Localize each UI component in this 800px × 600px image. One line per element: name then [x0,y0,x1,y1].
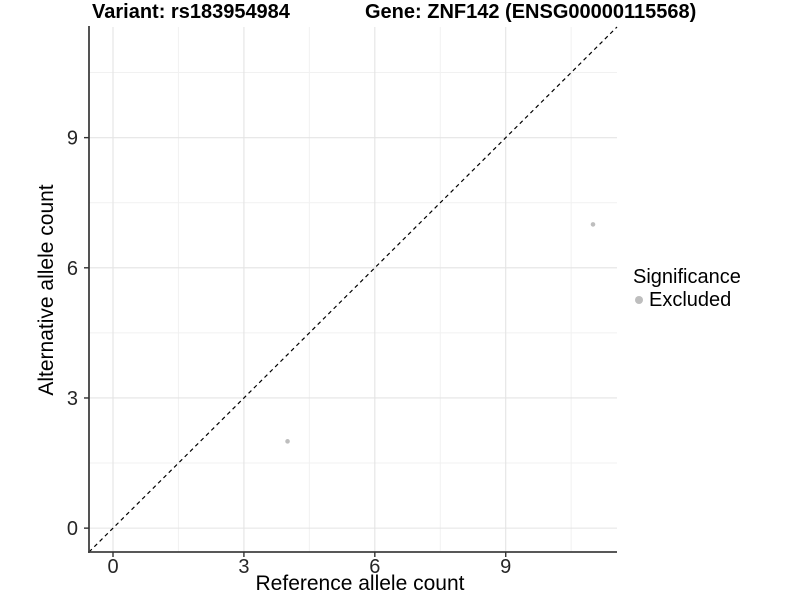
y-tick-label: 3 [67,388,78,410]
legend-title: Significance [633,266,741,288]
legend-entry-excluded: Excluded [633,289,741,311]
y-axis-title: Alternative allele count [35,184,58,396]
x-tick-label: 3 [238,556,249,578]
legend: Significance Excluded [633,266,741,311]
y-tick-labels: 0 3 6 9 [67,128,78,540]
axis-lines [88,26,617,553]
x-tick-labels: 0 3 6 9 [107,556,511,578]
x-axis-title: Reference allele count [255,572,465,595]
identity-line [88,26,618,553]
plot-title-variant: Variant: rs183954984 [92,1,290,23]
grid-major [89,27,617,552]
data-point [590,222,596,227]
grid-minor [89,27,617,552]
x-tick-label: 0 [107,556,118,578]
plot-title-gene: Gene: ZNF142 (ENSG00000115568) [365,1,697,23]
data-point [285,439,290,444]
legend-entry-label: Excluded [649,289,732,311]
x-tick-label: 6 [369,556,380,578]
x-tick-label: 9 [500,556,511,578]
y-tick-label: 9 [67,128,78,150]
y-tick-label: 0 [67,518,78,540]
excluded-point-icon [635,296,643,304]
data-points [285,222,596,444]
y-tick-label: 6 [67,258,78,280]
tick-marks [84,136,507,557]
